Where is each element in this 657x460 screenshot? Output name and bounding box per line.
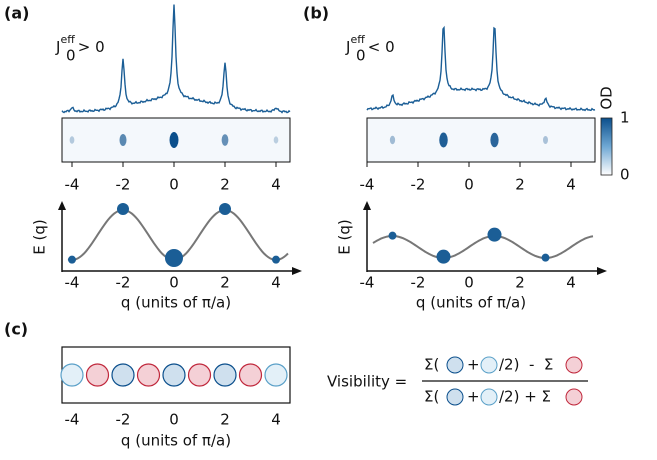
panel-label: (a) (4, 4, 29, 23)
x-tick-label: 0 (169, 176, 179, 194)
x-tick-label: -4 (360, 176, 375, 194)
x-tick-label: 4 (271, 411, 281, 429)
figure: 1 0 OD (c) q (units of π/a) Visibility =… (0, 0, 657, 460)
population (542, 254, 550, 262)
symbol-blue (447, 357, 463, 373)
site (112, 364, 134, 386)
site (189, 364, 211, 386)
formula-lhs: Visibility = (327, 373, 407, 391)
x-tick-label: 2 (220, 176, 230, 194)
x-label: q (units of π/a) (121, 294, 231, 312)
site (61, 364, 83, 386)
x-label: q (units of π/a) (121, 432, 231, 450)
x-tick-label: -2 (411, 274, 426, 292)
image-strip (367, 118, 595, 162)
arrow (292, 267, 302, 275)
x-tick-label: -2 (116, 176, 131, 194)
colorbar-tick: 1 (620, 109, 630, 127)
annotation: Jeff< 0 (345, 33, 395, 56)
annotation-part: eff (60, 33, 75, 46)
x-tick-label: 4 (271, 274, 281, 292)
x-tick-label: 0 (464, 176, 474, 194)
x-tick-label: -4 (65, 411, 80, 429)
y-label: E (q) (31, 219, 49, 254)
x-tick-label: 4 (566, 176, 576, 194)
blob (274, 136, 279, 143)
population (219, 203, 231, 215)
formula-part: + (467, 388, 480, 406)
symbol-light (481, 357, 497, 373)
blob (439, 133, 448, 148)
x-tick-label: 2 (220, 411, 230, 429)
x-tick-label: -2 (411, 176, 426, 194)
symbol-blue (447, 389, 463, 405)
x-tick-label: 4 (271, 176, 281, 194)
arrow (597, 267, 607, 275)
formula-part: /2) - Σ (499, 356, 553, 374)
blob (70, 136, 75, 144)
population (437, 250, 451, 264)
blob (170, 132, 179, 148)
profile (367, 28, 595, 111)
site (214, 364, 236, 386)
blob (120, 134, 127, 146)
x-label: q (units of π/a) (416, 294, 526, 312)
blob (222, 134, 229, 146)
symbol-red (566, 389, 582, 405)
blob (490, 133, 498, 148)
x-tick-label: -2 (116, 411, 131, 429)
annotation: Jeff> 0 (55, 33, 105, 56)
x-tick-label: 0 (169, 274, 179, 292)
site (240, 364, 262, 386)
population (389, 232, 397, 240)
annotation-sub: 0 (66, 47, 76, 65)
x-tick-label: 0 (464, 274, 474, 292)
annotation-part: > 0 (78, 38, 105, 56)
colorbar-label: OD (598, 86, 616, 109)
colorbar-tick: 0 (620, 166, 630, 184)
y-label: E (q) (336, 219, 354, 254)
profile (62, 5, 290, 113)
x-tick-label: -2 (116, 274, 131, 292)
symbol-light (481, 389, 497, 405)
arrow (58, 201, 66, 210)
population (165, 249, 183, 267)
panel-label: (c) (4, 320, 28, 339)
x-tick-label: 2 (220, 274, 230, 292)
population (488, 228, 502, 242)
band (373, 236, 593, 258)
site (138, 364, 160, 386)
formula-part: + (467, 356, 480, 374)
colorbar (601, 118, 612, 175)
annotation-part: eff (350, 33, 365, 46)
panel-label: (b) (303, 4, 329, 23)
symbol-red (566, 357, 582, 373)
blob (543, 136, 548, 144)
blob (390, 136, 395, 145)
formula-part: Σ( (424, 356, 439, 374)
x-tick-label: 0 (169, 411, 179, 429)
site (265, 364, 287, 386)
x-tick-label: -4 (65, 274, 80, 292)
arrow (363, 201, 371, 210)
population (68, 256, 76, 264)
site (163, 364, 185, 386)
x-tick-label: -4 (360, 274, 375, 292)
x-tick-label: 4 (566, 274, 576, 292)
x-tick-label: 2 (515, 176, 525, 194)
annotation-part: < 0 (368, 38, 395, 56)
x-tick-label: 2 (515, 274, 525, 292)
population (117, 203, 129, 215)
population (272, 256, 280, 264)
formula-part: Σ( (424, 388, 439, 406)
formula-part: /2) + Σ (499, 388, 551, 406)
annotation-sub: 0 (356, 47, 366, 65)
site (87, 364, 109, 386)
x-tick-label: -4 (65, 176, 80, 194)
